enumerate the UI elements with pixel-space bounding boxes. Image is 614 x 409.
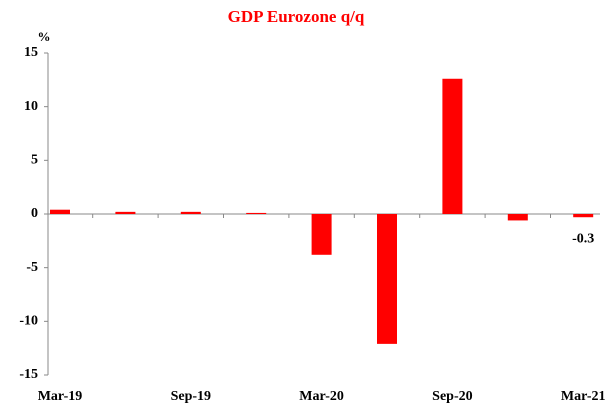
x-tick-label: Mar-19 xyxy=(38,389,83,404)
bar xyxy=(115,211,136,214)
bar xyxy=(507,214,528,221)
y-tick-label: 0 xyxy=(31,206,38,221)
y-tick-label: 15 xyxy=(24,45,38,60)
y-axis-label: % xyxy=(38,29,51,44)
data-label: -0.3 xyxy=(572,231,594,246)
bar xyxy=(246,212,267,214)
y-tick-label: -15 xyxy=(19,367,38,382)
y-tick-label: -10 xyxy=(19,314,38,329)
bar xyxy=(442,78,463,214)
x-tick-label: Mar-20 xyxy=(299,389,344,404)
y-tick-label: 5 xyxy=(31,153,38,168)
chart-title: GDP Eurozone q/q xyxy=(228,7,365,26)
bar xyxy=(180,211,201,214)
bar xyxy=(573,214,594,218)
bar xyxy=(311,214,332,255)
x-tick-label: Sep-19 xyxy=(171,389,211,404)
y-tick-label: -5 xyxy=(26,260,38,275)
bar xyxy=(50,209,70,214)
bar xyxy=(377,214,397,344)
x-tick-label: Mar-21 xyxy=(561,389,606,404)
x-tick-label: Sep-20 xyxy=(432,389,472,404)
y-tick-label: 10 xyxy=(24,99,38,114)
